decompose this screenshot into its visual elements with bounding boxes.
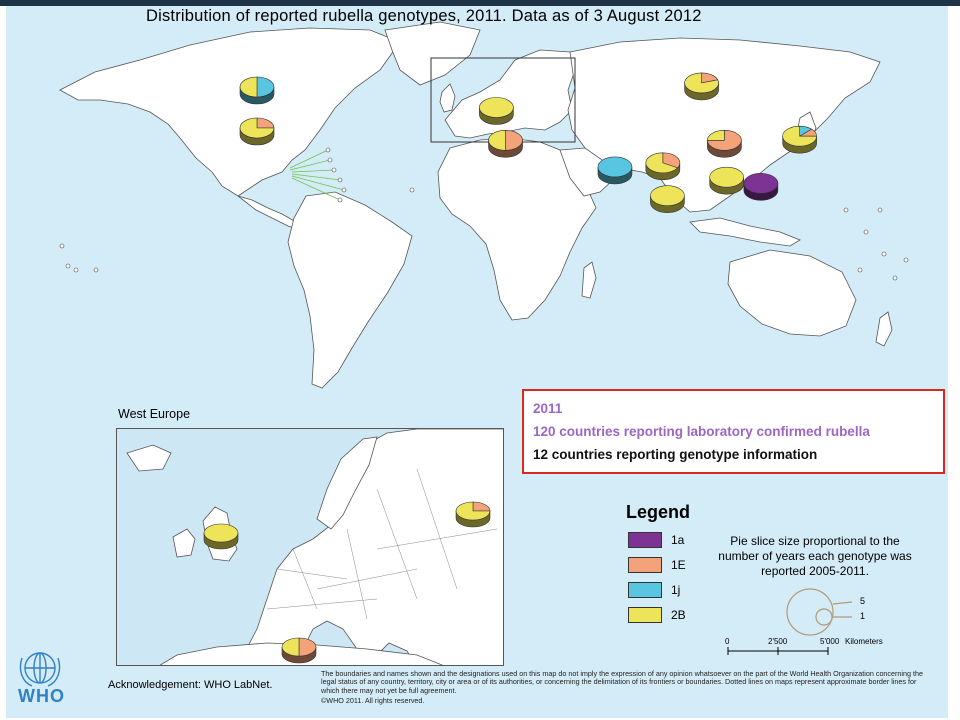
acknowledgement: Acknowledgement: WHO LabNet.	[108, 679, 273, 691]
legend-title: Legend	[626, 502, 691, 522]
pie-slice-1E	[505, 129, 523, 151]
legend-note: Pie slice size proportional to the numbe…	[718, 534, 912, 578]
pie-slice-2B	[479, 97, 514, 118]
land-north-america	[59, 27, 401, 197]
scale-tick-2500: 2'500	[768, 637, 788, 646]
disclaimer: The boundaries and names shown and the d…	[321, 669, 923, 695]
pie-india	[645, 152, 681, 181]
size-scale-small: 1	[860, 611, 866, 621]
pie-slice-1E	[298, 637, 317, 657]
land-arabia	[559, 147, 616, 197]
caribbean-markers	[325, 147, 347, 203]
copyright: ©WHO 2011. All rights reserved.	[321, 696, 425, 705]
legend-swatch-1E	[628, 557, 662, 573]
land-uk	[439, 83, 456, 113]
pie-slice-2B	[707, 129, 725, 141]
land-masses	[59, 21, 893, 389]
pie-slice-2B	[488, 129, 506, 151]
legend-label-1j: 1j	[671, 583, 681, 597]
pie-japan	[782, 125, 817, 154]
who-logo-icon	[19, 652, 61, 687]
inset-pies	[203, 501, 491, 664]
pie-slice-2B	[455, 501, 491, 521]
pie-slice-2B	[709, 166, 744, 188]
pie-inset-belarus	[455, 501, 491, 528]
pie-slice-2B	[239, 117, 275, 139]
pie-slice-2B	[239, 76, 258, 98]
pie-slice-2B	[782, 125, 817, 147]
west-europe-inset	[116, 428, 504, 666]
inset-land-mainland	[237, 429, 503, 665]
info-year: 2011	[533, 401, 563, 416]
info-genotype-reporting: 12 countries reporting genotype informat…	[533, 447, 818, 462]
size-scale-large: 5	[860, 596, 866, 606]
pie-slice-2B	[645, 152, 679, 174]
pie-slice-1a	[743, 173, 779, 194]
pie-slice-2B	[650, 185, 685, 206]
pie-inset-tunisia	[281, 637, 317, 664]
scale-unit: Kilometers	[845, 637, 883, 646]
land-new-zealand	[875, 311, 893, 347]
land-madagascar	[581, 261, 597, 299]
pie-slice-2B	[203, 523, 239, 543]
pie-europe	[479, 97, 514, 125]
pie-inset-united-kingdom	[203, 523, 239, 550]
pie-viet-nam	[709, 166, 744, 195]
legend-label-2B: 2B	[671, 608, 686, 622]
inset-land-scandinavia	[316, 436, 378, 530]
pie-sri-lanka	[650, 185, 685, 213]
map-title: Distribution of reported rubella genotyp…	[146, 7, 702, 25]
land-australia	[727, 249, 857, 337]
scale-bar	[727, 647, 829, 655]
pie-oman	[597, 156, 633, 185]
legend-swatch-1a	[628, 532, 662, 548]
scale-tick-0: 0	[725, 637, 730, 646]
land-greenland	[384, 21, 481, 86]
pie-russia	[684, 72, 719, 101]
inset-land-iceland	[126, 444, 172, 472]
pacific-islands	[59, 187, 909, 281]
pie-slice-2B	[684, 72, 719, 94]
inset-land-ireland	[172, 528, 196, 558]
land-europe	[444, 49, 576, 139]
pie-usa	[239, 117, 275, 146]
legend-label-1a: 1a	[671, 533, 685, 547]
legend-label-1E: 1E	[671, 558, 686, 572]
info-box: 2011 120 countries reporting laboratory …	[522, 389, 945, 474]
who-wordmark: WHO	[18, 686, 65, 706]
pie-philippines	[743, 173, 779, 201]
pie-slice-2B	[281, 637, 300, 657]
pie-slice-1j	[256, 76, 275, 98]
pie-slice-1j	[597, 156, 633, 178]
pie-china	[707, 129, 742, 158]
pie-tunisia	[488, 129, 523, 158]
top-bar	[0, 0, 960, 6]
inset-label: West Europe	[118, 407, 191, 421]
map-pies	[239, 72, 817, 213]
caribbean-callouts	[289, 149, 345, 201]
pie-size-scale	[786, 588, 853, 636]
land-south-america	[287, 191, 413, 389]
land-indonesia	[689, 217, 801, 247]
legend-swatch-1j	[628, 582, 662, 598]
inset-svg	[126, 429, 503, 665]
land-africa	[437, 137, 597, 321]
scale-tick-5000: 5'000	[820, 637, 840, 646]
legend-swatch-2B	[628, 607, 662, 623]
info-countries-reporting: 120 countries reporting laboratory confi…	[533, 424, 870, 439]
pie-canada	[239, 76, 275, 105]
